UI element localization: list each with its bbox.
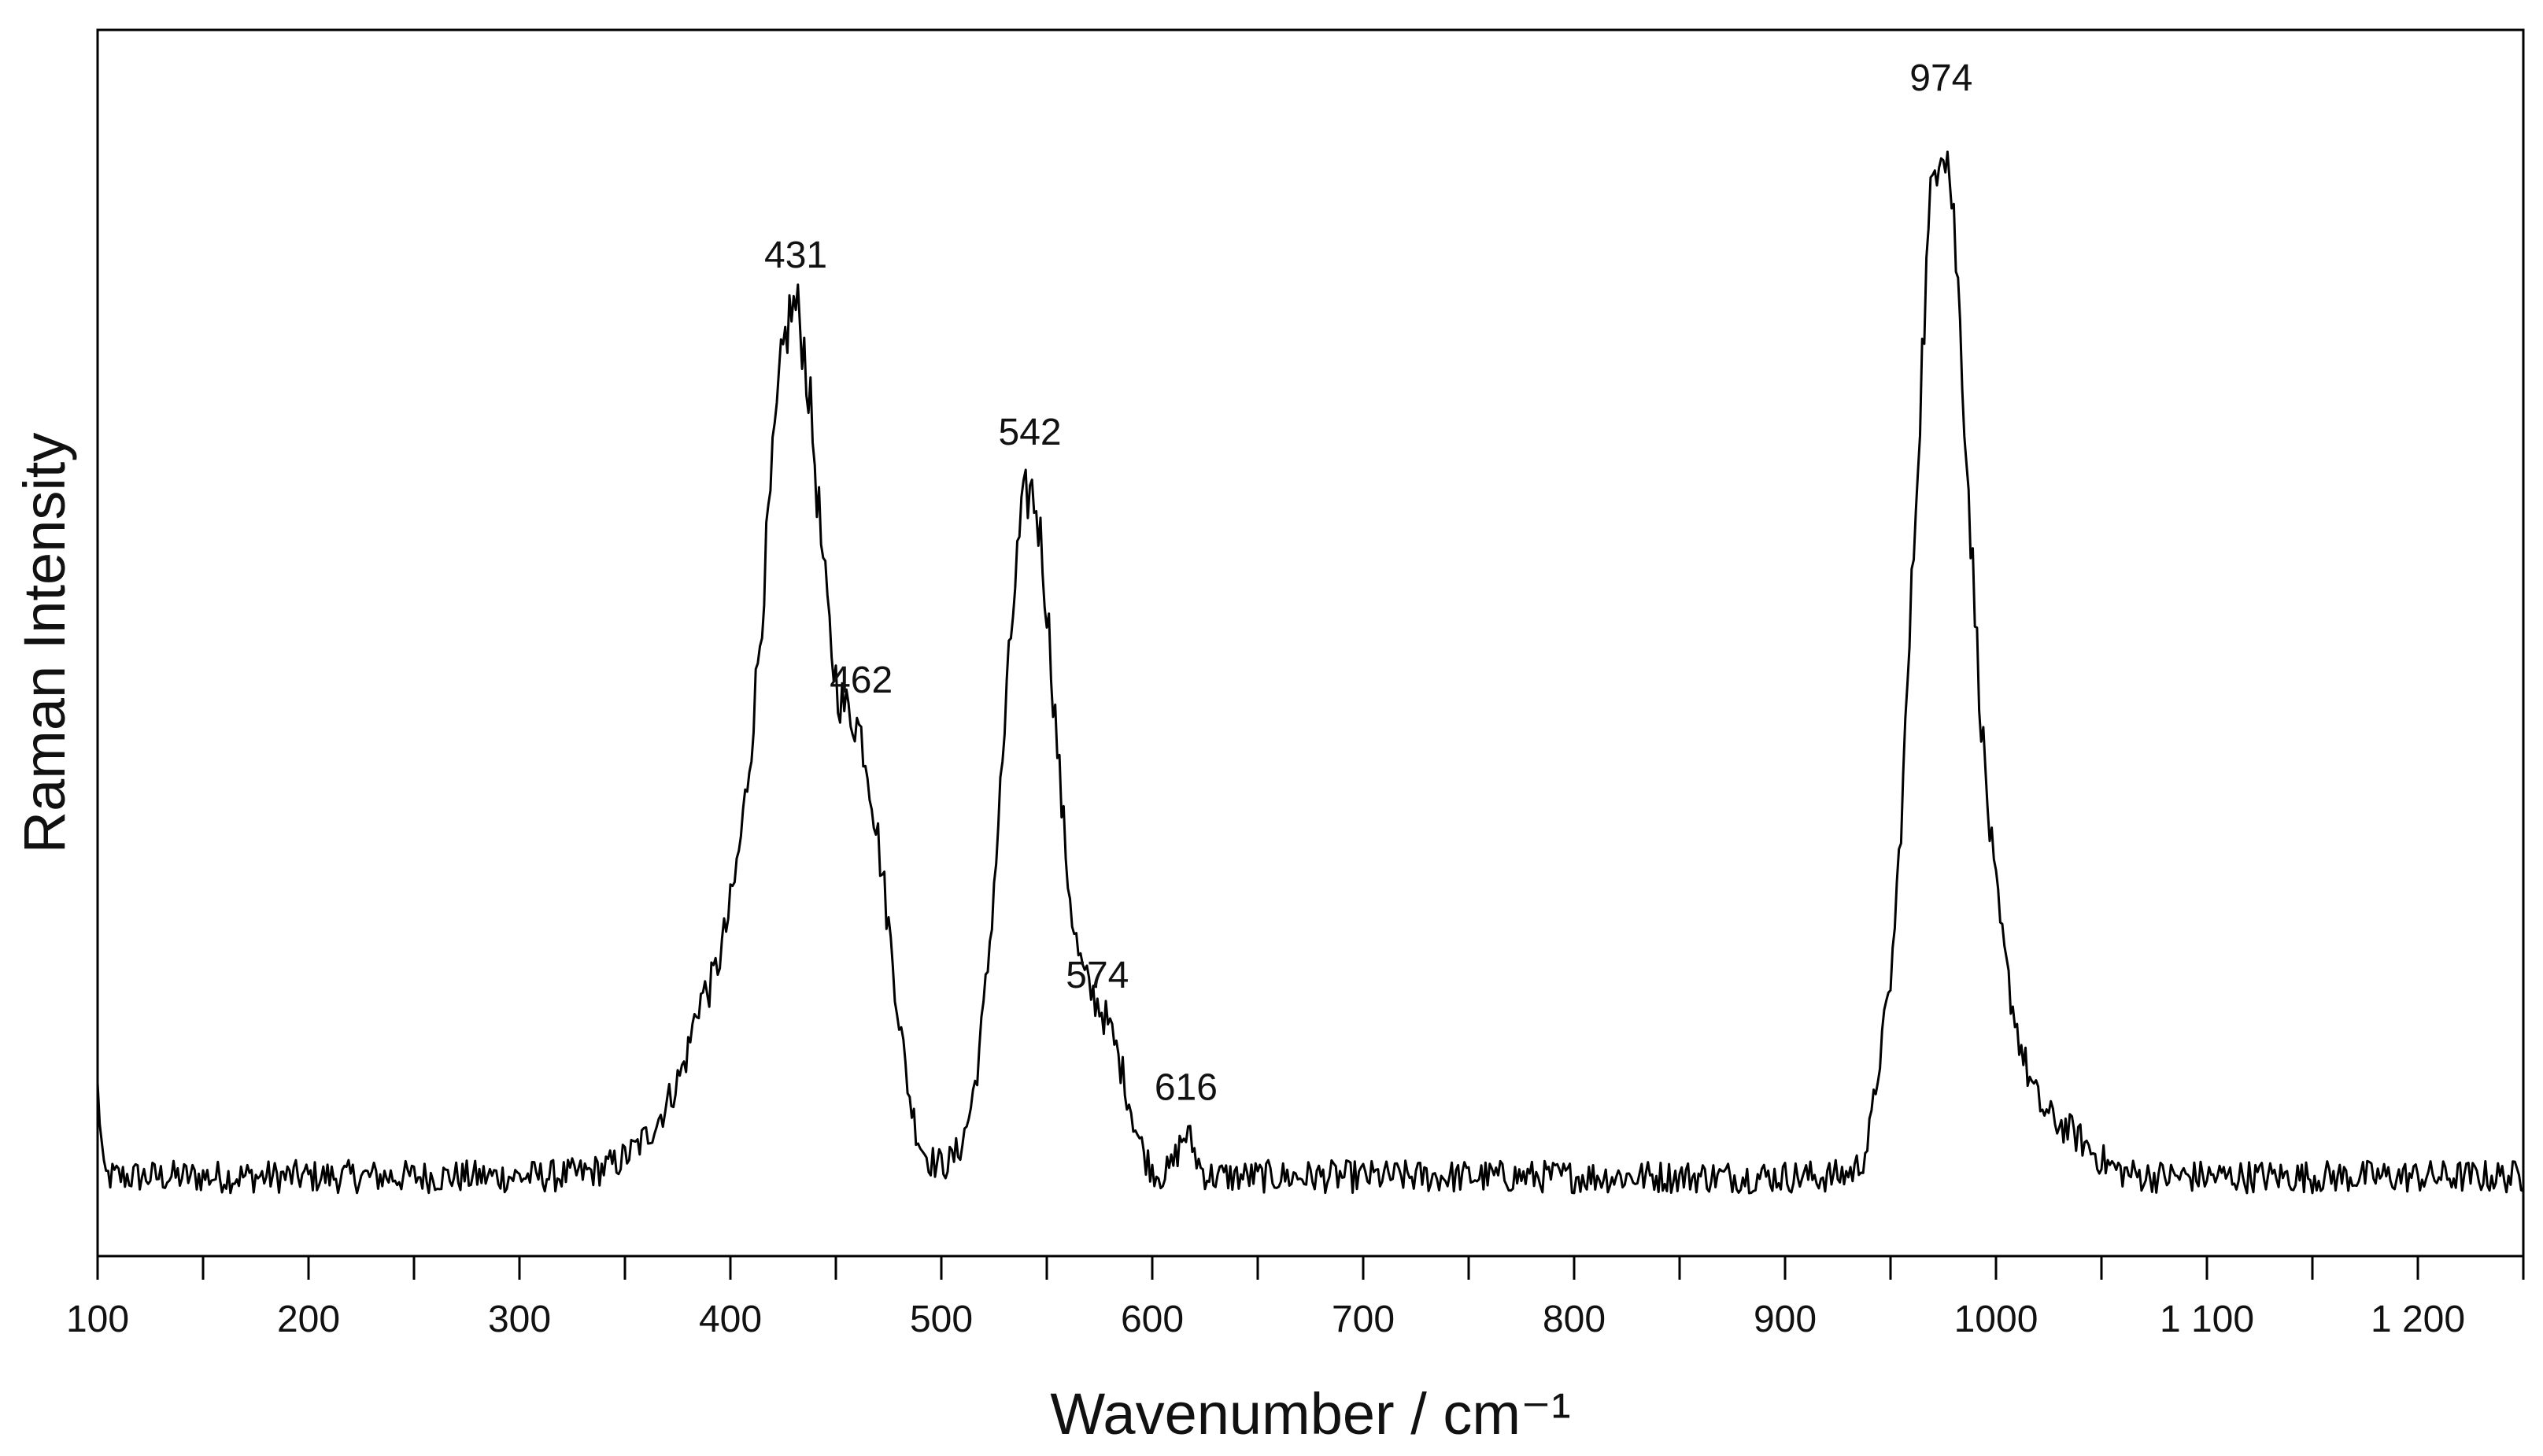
y-axis-title: Raman Intensity — [12, 433, 77, 854]
x-tick-label: 800 — [1543, 1299, 1606, 1340]
x-tick-label: 1000 — [1954, 1299, 2038, 1340]
peak-label-574: 574 — [1066, 955, 1129, 996]
peak-label-431: 431 — [764, 235, 827, 276]
x-tick-label: 300 — [488, 1299, 551, 1340]
x-tick-label: 100 — [66, 1299, 129, 1340]
x-tick-label: 400 — [699, 1299, 762, 1340]
peak-label-462: 462 — [830, 660, 893, 701]
x-tick-label: 1 200 — [2371, 1299, 2465, 1340]
x-tick-label: 600 — [1121, 1299, 1184, 1340]
x-tick-label: 1 100 — [2160, 1299, 2254, 1340]
x-tick-label: 700 — [1332, 1299, 1395, 1340]
plot-frame — [96, 28, 2525, 1258]
x-tick-label: 200 — [277, 1299, 340, 1340]
x-tick-label: 900 — [1754, 1299, 1817, 1340]
peak-annotations: 431 462 542 574 616 974 — [764, 57, 1972, 1109]
peak-label-542: 542 — [999, 412, 1062, 453]
x-tick-label: 500 — [910, 1299, 973, 1340]
peak-label-974: 974 — [1909, 57, 1972, 99]
peak-label-616: 616 — [1155, 1067, 1218, 1109]
spectrum-series-line — [96, 150, 2524, 1195]
x-axis-ticks — [96, 1256, 2525, 1280]
x-axis-title: Wavenumber / cm⁻¹ — [1050, 1381, 1570, 1447]
x-axis-tick-labels: 100 200 300 400 500 600 700 800 900 1000 1 100 1 20… — [66, 1299, 2465, 1340]
